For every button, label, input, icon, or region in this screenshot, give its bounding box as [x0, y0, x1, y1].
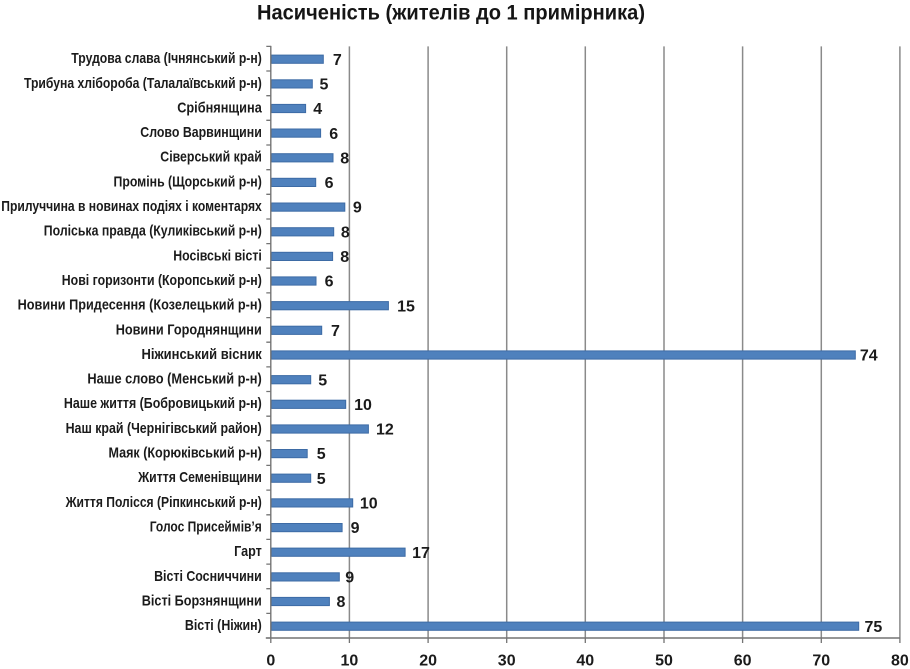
svg-text:60: 60: [734, 653, 752, 669]
svg-text:5: 5: [317, 446, 326, 463]
svg-text:Вісті Сосниччини: Вісті Сосниччини: [154, 568, 262, 585]
svg-text:Прилуччина в новинах подіях і: Прилуччина в новинах подіях і коментарях: [1, 198, 262, 215]
svg-text:10: 10: [360, 496, 378, 513]
svg-text:6: 6: [325, 175, 334, 192]
svg-text:Срібнянщина: Срібнянщина: [177, 99, 262, 116]
svg-text:Сіверський край: Сіверський край: [160, 149, 262, 166]
svg-text:Гарт: Гарт: [234, 543, 262, 560]
svg-text:Вісті (Ніжин): Вісті (Ніжин): [185, 617, 262, 634]
svg-text:6: 6: [325, 274, 334, 291]
svg-text:10: 10: [354, 397, 372, 414]
svg-text:7: 7: [333, 52, 342, 69]
svg-text:30: 30: [498, 653, 516, 669]
svg-text:8: 8: [340, 150, 349, 167]
svg-text:8: 8: [341, 224, 350, 241]
svg-text:Наше слово (Менський р-н): Наше слово (Менський р-н): [87, 371, 261, 388]
svg-text:9: 9: [353, 200, 362, 217]
svg-text:Насиченість (жителів до 1 прим: Насиченість (жителів до 1 примірника): [257, 1, 645, 25]
svg-text:50: 50: [655, 653, 673, 669]
svg-text:Нові горизонти (Коропський р-н: Нові горизонти (Коропський р-н): [62, 272, 262, 289]
svg-text:20: 20: [419, 653, 437, 669]
svg-text:17: 17: [412, 545, 430, 562]
svg-text:75: 75: [865, 619, 883, 636]
svg-text:10: 10: [341, 653, 359, 669]
svg-text:Ніжинський вісник: Ніжинський вісник: [142, 346, 263, 363]
svg-text:8: 8: [340, 249, 349, 266]
svg-text:8: 8: [337, 594, 346, 611]
svg-text:Носівські вісті: Носівські вісті: [173, 247, 262, 264]
svg-text:Новини Придесення (Козелецький: Новини Придесення (Козелецький р-н): [18, 297, 262, 314]
svg-text:15: 15: [397, 298, 415, 315]
svg-text:6: 6: [329, 126, 338, 143]
svg-text:Вісті Борзнянщини: Вісті Борзнянщини: [142, 592, 262, 609]
svg-text:12: 12: [376, 422, 394, 439]
svg-text:5: 5: [317, 471, 326, 488]
svg-text:Поліська правда (Куликівський: Поліська правда (Куликівський р-н): [44, 223, 262, 240]
svg-text:74: 74: [860, 348, 878, 365]
svg-text:Маяк (Корюківський р-н): Маяк (Корюківський р-н): [109, 445, 262, 462]
svg-text:Наше життя (Бобровицький р-н): Наше життя (Бобровицький р-н): [64, 395, 262, 412]
svg-text:Промінь (Щорський р-н): Промінь (Щорський р-н): [114, 173, 262, 190]
svg-text:7: 7: [331, 323, 340, 340]
svg-text:5: 5: [320, 77, 329, 94]
svg-text:Слово Варвинщини: Слово Варвинщини: [140, 124, 262, 141]
svg-text:Трудова слава (Ічнянський р-н): Трудова слава (Ічнянський р-н): [71, 50, 262, 67]
svg-text:40: 40: [576, 653, 594, 669]
svg-text:Трибуна хлібороба (Талалаївськ: Трибуна хлібороба (Талалаївський р-н): [24, 75, 262, 92]
svg-text:Життя Полісся (Ріпкинський р-н: Життя Полісся (Ріпкинський р-н): [65, 494, 262, 511]
svg-text:5: 5: [318, 372, 327, 389]
svg-text:4: 4: [313, 101, 322, 118]
svg-text:9: 9: [351, 520, 360, 537]
svg-text:Голос Присеймів’я: Голос Присеймів’я: [150, 519, 262, 536]
svg-text:Наш край (Чернігівський район): Наш край (Чернігівський район): [66, 420, 262, 437]
svg-text:Новини Городнянщини: Новини Городнянщини: [116, 321, 262, 338]
svg-text:0: 0: [266, 653, 275, 669]
svg-text:Життя Семенівщини: Життя Семенівщини: [137, 469, 262, 486]
svg-text:9: 9: [345, 570, 354, 587]
svg-text:80: 80: [891, 653, 909, 669]
svg-text:70: 70: [812, 653, 830, 669]
